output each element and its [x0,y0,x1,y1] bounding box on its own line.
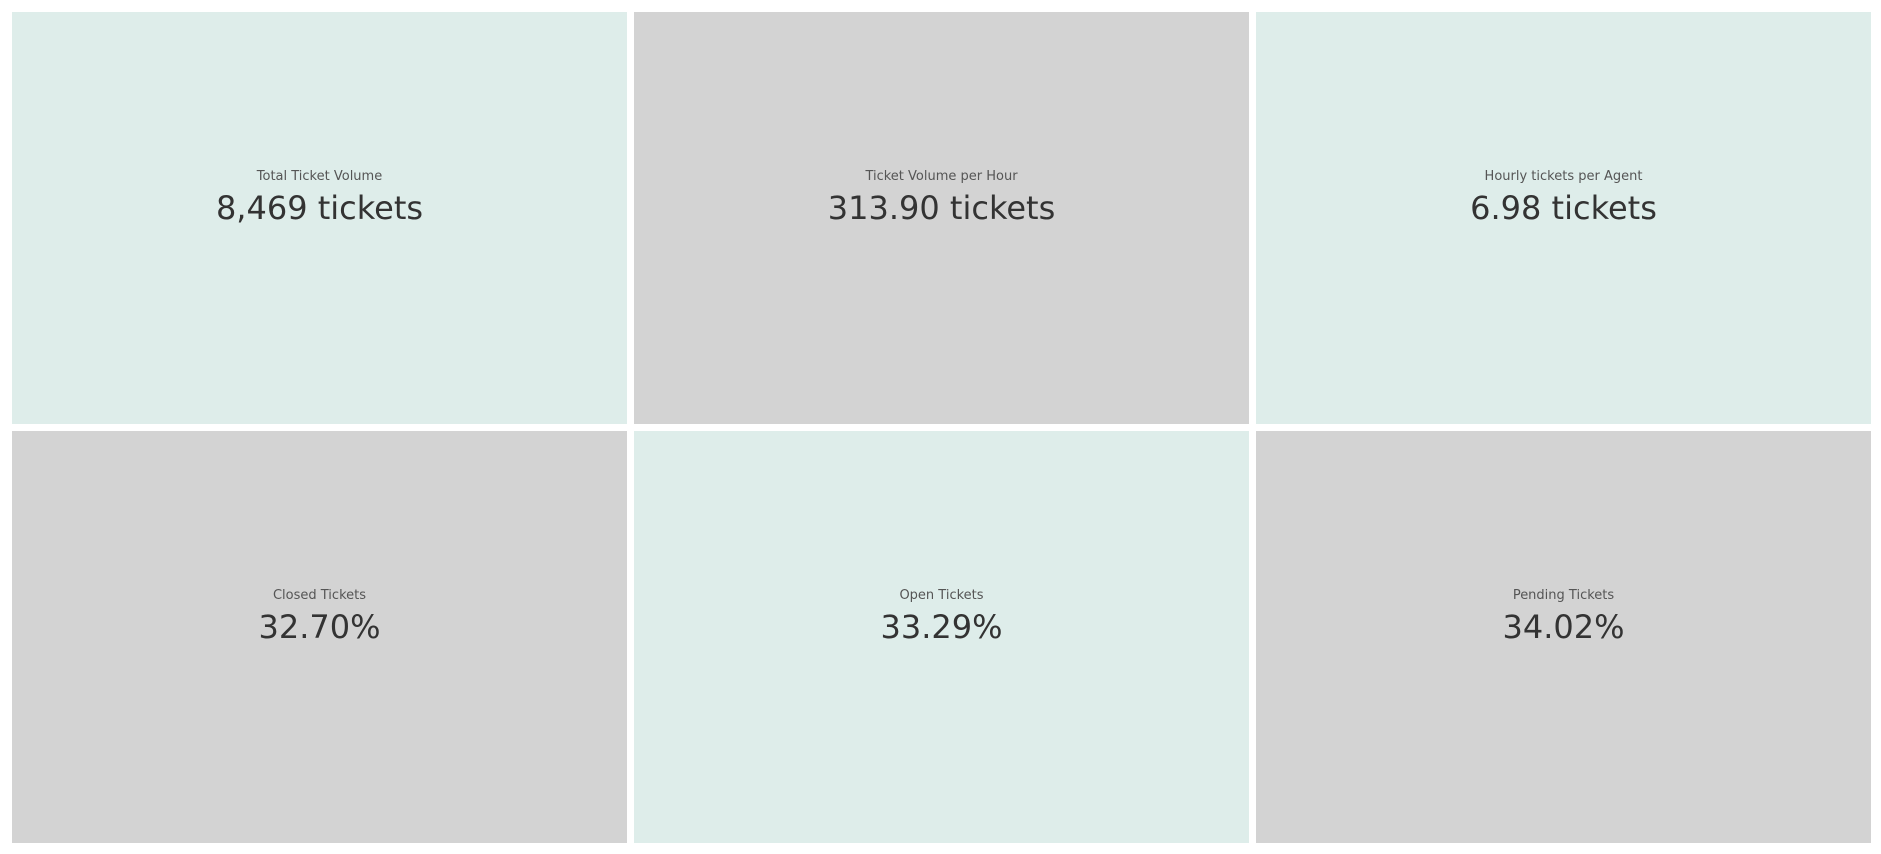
kpi-tile-content: Open Tickets 33.29% [880,588,1002,646]
kpi-value: 33.29% [880,608,1003,646]
kpi-tile-hourly-tickets-per-agent[interactable]: Hourly tickets per Agent 6.98 tickets [1256,12,1871,424]
kpi-value: 313.90 tickets [827,189,1056,227]
kpi-tile-total-ticket-volume[interactable]: Total Ticket Volume 8,469 tickets [12,12,627,424]
kpi-value: 34.02% [1502,608,1625,646]
kpi-value: 6.98 tickets [1470,189,1657,227]
kpi-label: Total Ticket Volume [256,169,383,184]
kpi-label: Ticket Volume per Hour [865,169,1018,184]
kpi-value: 32.70% [258,608,381,646]
kpi-tile-content: Closed Tickets 32.70% [258,588,380,646]
kpi-label: Pending Tickets [1512,588,1615,603]
kpi-tile-open-tickets[interactable]: Open Tickets 33.29% [634,431,1249,843]
kpi-tile-content: Hourly tickets per Agent 6.98 tickets [1470,169,1657,227]
kpi-tile-content: Pending Tickets 34.02% [1502,588,1624,646]
kpi-dashboard-grid: Total Ticket Volume 8,469 tickets Ticket… [12,12,1871,843]
kpi-tile-ticket-volume-per-hour[interactable]: Ticket Volume per Hour 313.90 tickets [634,12,1249,424]
kpi-tile-pending-tickets[interactable]: Pending Tickets 34.02% [1256,431,1871,843]
kpi-label: Hourly tickets per Agent [1484,169,1643,184]
kpi-tile-content: Ticket Volume per Hour 313.90 tickets [828,169,1055,227]
kpi-tile-content: Total Ticket Volume 8,469 tickets [216,169,423,227]
kpi-tile-closed-tickets[interactable]: Closed Tickets 32.70% [12,431,627,843]
kpi-label: Closed Tickets [272,588,366,603]
kpi-value: 8,469 tickets [215,189,424,227]
kpi-label: Open Tickets [899,588,984,603]
